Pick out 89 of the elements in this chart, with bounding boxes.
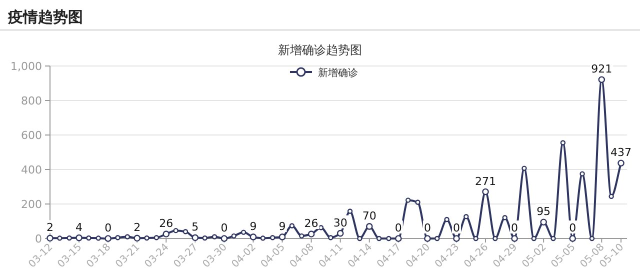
data-label: 921 — [591, 62, 612, 76]
point — [212, 234, 218, 240]
point — [289, 223, 295, 228]
y-tick-label: 600 — [21, 129, 42, 142]
point — [357, 236, 362, 242]
point — [540, 218, 547, 226]
data-label: 4 — [76, 220, 83, 234]
point — [473, 236, 478, 242]
y-tick-label: 0 — [35, 232, 42, 246]
data-label: 0 — [104, 222, 112, 234]
point — [424, 235, 431, 242]
y-tick-label: 800 — [21, 94, 42, 108]
point — [434, 236, 440, 242]
point — [405, 198, 411, 203]
point — [569, 235, 576, 242]
point — [220, 235, 228, 242]
point — [76, 234, 82, 242]
point — [57, 236, 62, 241]
chart-title: 疫情趋势图 — [7, 8, 83, 26]
legend-label: 新增确诊 — [318, 67, 358, 79]
point — [328, 235, 334, 240]
point — [580, 171, 585, 176]
y-tick-label: 1,000 — [10, 60, 42, 73]
point — [376, 236, 382, 242]
point — [86, 235, 92, 241]
point — [598, 76, 606, 84]
data-label: 9 — [278, 220, 286, 233]
point — [124, 234, 130, 240]
point — [415, 200, 420, 205]
point — [395, 235, 402, 242]
point — [608, 194, 614, 200]
data-label: 30 — [333, 216, 348, 230]
point — [144, 235, 150, 241]
point — [182, 229, 188, 234]
point — [464, 214, 469, 220]
point — [270, 235, 276, 240]
point — [154, 235, 160, 240]
point — [511, 235, 518, 242]
data-label: 0 — [511, 222, 518, 234]
point — [278, 234, 286, 240]
data-label: 2 — [134, 221, 141, 234]
point — [299, 233, 304, 239]
data-label: 0 — [424, 222, 431, 234]
data-label: 26 — [304, 217, 318, 230]
point — [260, 236, 266, 241]
data-label: 70 — [362, 209, 376, 222]
point — [502, 215, 508, 220]
point — [115, 235, 120, 240]
data-label: 5 — [192, 220, 199, 234]
data-label: 437 — [610, 146, 632, 160]
point — [240, 230, 246, 235]
point — [192, 234, 199, 242]
data-label: 0 — [220, 222, 228, 234]
point — [386, 236, 392, 242]
data-label: 95 — [536, 205, 551, 218]
data-label: 0 — [569, 222, 576, 234]
data-label: 2 — [46, 221, 54, 234]
point — [589, 236, 595, 242]
y-tick-label: 400 — [21, 164, 42, 176]
point — [308, 230, 315, 238]
point — [173, 228, 178, 234]
point — [162, 230, 170, 238]
point — [618, 160, 624, 167]
point — [250, 234, 257, 240]
point — [202, 235, 208, 241]
point — [453, 235, 460, 242]
legend: 新增确诊 — [290, 67, 358, 79]
point — [366, 223, 373, 230]
point — [104, 235, 112, 242]
data-label: 0 — [452, 222, 460, 234]
point — [444, 216, 450, 222]
point — [134, 234, 140, 242]
point — [522, 166, 527, 171]
point — [560, 140, 566, 146]
point — [96, 236, 101, 241]
point — [550, 236, 556, 242]
point — [336, 230, 344, 237]
point — [66, 235, 72, 241]
data-label: 271 — [475, 174, 496, 188]
point — [492, 236, 498, 242]
data-label: 0 — [394, 222, 402, 234]
chart-subtitle: 新增确诊趋势图 — [278, 43, 362, 57]
point — [531, 236, 536, 242]
point — [347, 208, 353, 214]
data-label: 26 — [159, 217, 174, 230]
data-label: 9 — [250, 220, 257, 233]
point — [482, 188, 489, 196]
point — [231, 233, 236, 239]
y-tick-label: 200 — [21, 198, 42, 211]
